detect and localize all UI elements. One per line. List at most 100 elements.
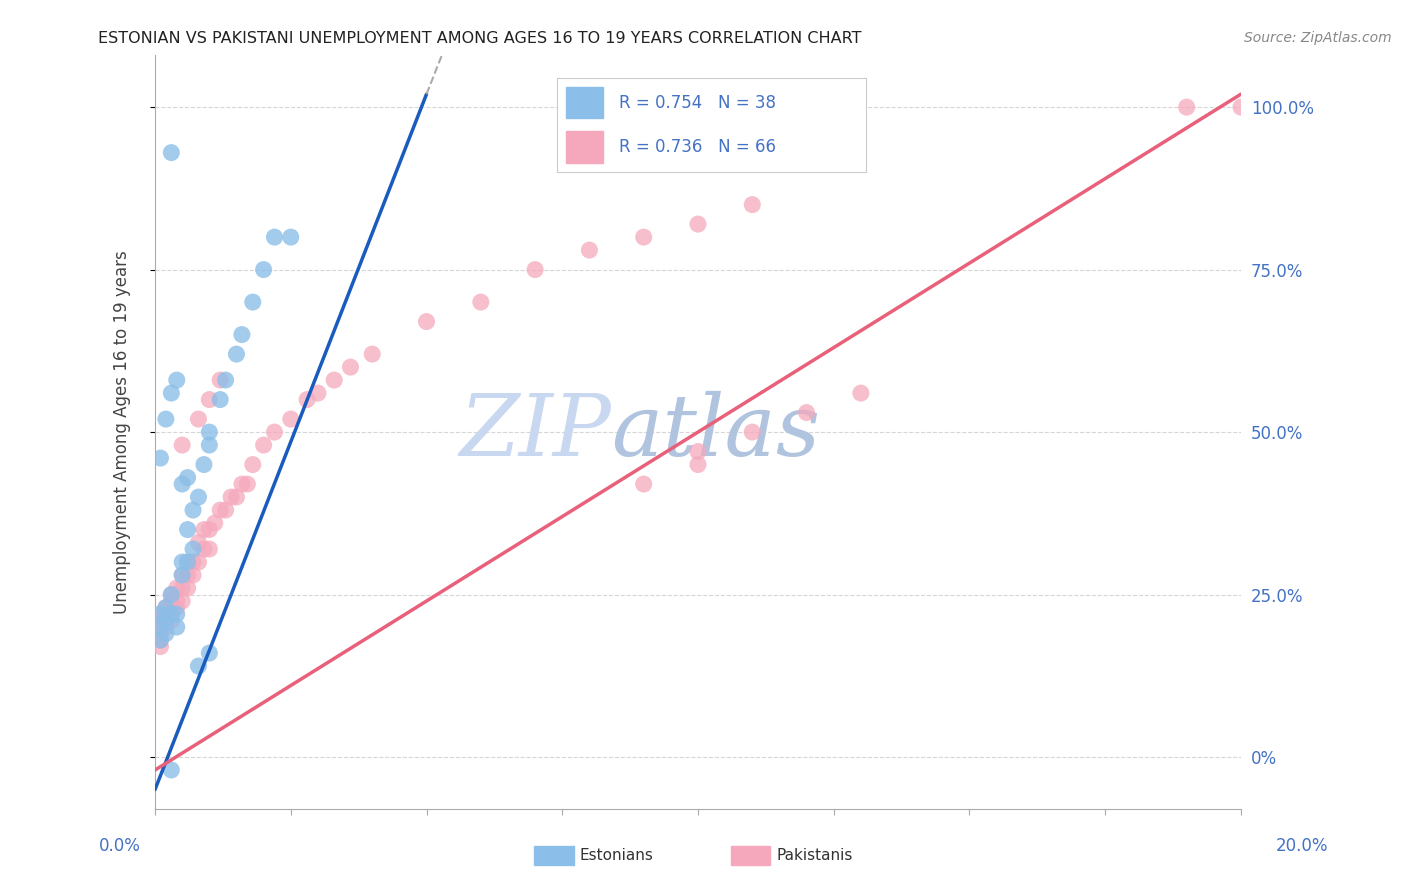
Point	[160, 588, 183, 602]
Text: atlas: atlas	[612, 391, 820, 474]
Point	[225, 347, 247, 361]
Point	[193, 542, 215, 557]
Point	[198, 425, 221, 439]
Point	[176, 555, 198, 569]
Point	[209, 373, 232, 387]
Point	[155, 614, 177, 628]
Point	[187, 535, 209, 549]
Point	[242, 458, 264, 472]
Point	[849, 386, 872, 401]
Point	[187, 412, 209, 426]
Point	[160, 594, 183, 608]
Point	[155, 412, 177, 426]
Point	[149, 451, 172, 466]
Y-axis label: Unemployment Among Ages 16 to 19 years: Unemployment Among Ages 16 to 19 years	[114, 250, 131, 614]
Point	[181, 555, 204, 569]
Point	[176, 568, 198, 582]
Point	[160, 614, 183, 628]
Point	[686, 458, 709, 472]
Point	[280, 412, 302, 426]
Text: 20.0%: 20.0%	[1277, 837, 1329, 855]
Point	[149, 620, 172, 634]
Point	[172, 594, 194, 608]
Text: Source: ZipAtlas.com: Source: ZipAtlas.com	[1244, 31, 1392, 45]
Text: ZIP: ZIP	[460, 391, 612, 474]
Point	[176, 470, 198, 484]
Point	[741, 425, 763, 439]
Point	[187, 555, 209, 569]
Point	[155, 607, 177, 621]
Point	[166, 600, 188, 615]
Point	[280, 230, 302, 244]
Point	[796, 406, 818, 420]
Text: Estonians: Estonians	[579, 848, 654, 863]
Point	[1230, 100, 1253, 114]
Point	[193, 523, 215, 537]
Point	[172, 555, 194, 569]
Point	[415, 315, 437, 329]
Point	[160, 588, 183, 602]
Point	[633, 230, 655, 244]
Point	[149, 640, 172, 654]
Point	[149, 626, 172, 640]
Point	[198, 646, 221, 660]
Text: 0.0%: 0.0%	[98, 837, 141, 855]
Point	[209, 392, 232, 407]
Text: Pakistanis: Pakistanis	[776, 848, 852, 863]
Point	[160, 145, 183, 160]
Point	[172, 477, 194, 491]
Point	[176, 523, 198, 537]
Point	[166, 581, 188, 595]
Point	[160, 763, 183, 777]
Point	[155, 620, 177, 634]
Point	[307, 386, 329, 401]
Point	[193, 458, 215, 472]
Point	[231, 327, 253, 342]
Point	[149, 614, 172, 628]
Point	[187, 490, 209, 504]
Point	[204, 516, 226, 530]
Point	[361, 347, 384, 361]
Point	[225, 490, 247, 504]
Point	[166, 373, 188, 387]
Point	[176, 555, 198, 569]
Point	[155, 626, 177, 640]
Point	[198, 392, 221, 407]
Point	[181, 503, 204, 517]
Point	[149, 633, 172, 648]
Point	[172, 438, 194, 452]
Point	[214, 503, 236, 517]
Point	[209, 503, 232, 517]
Point	[160, 386, 183, 401]
Point	[524, 262, 547, 277]
Point	[149, 620, 172, 634]
Point	[686, 217, 709, 231]
Point	[172, 581, 194, 595]
Point	[686, 444, 709, 458]
Point	[149, 607, 172, 621]
Point	[339, 360, 361, 375]
Point	[236, 477, 259, 491]
Point	[149, 633, 172, 648]
Text: ESTONIAN VS PAKISTANI UNEMPLOYMENT AMONG AGES 16 TO 19 YEARS CORRELATION CHART: ESTONIAN VS PAKISTANI UNEMPLOYMENT AMONG…	[98, 31, 862, 46]
Point	[160, 607, 183, 621]
Point	[181, 568, 204, 582]
Point	[263, 425, 285, 439]
Point	[252, 262, 274, 277]
Point	[166, 607, 188, 621]
Point	[155, 600, 177, 615]
Point	[295, 392, 318, 407]
Point	[633, 477, 655, 491]
Point	[176, 581, 198, 595]
Point	[160, 607, 183, 621]
Point	[166, 594, 188, 608]
Point	[242, 295, 264, 310]
Point	[578, 243, 600, 257]
Point	[198, 438, 221, 452]
Point	[1175, 100, 1198, 114]
Point	[187, 659, 209, 673]
Point	[198, 542, 221, 557]
Point	[166, 620, 188, 634]
Point	[741, 197, 763, 211]
Point	[214, 373, 236, 387]
